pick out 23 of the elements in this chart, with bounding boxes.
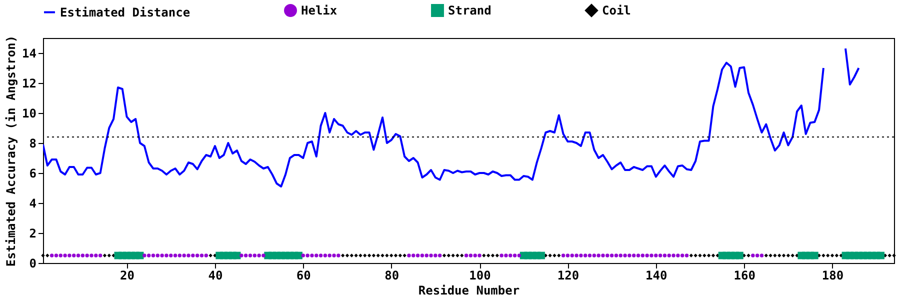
y-tick-label: 8 — [29, 136, 36, 150]
x-tick-label: 140 — [646, 268, 668, 282]
x-tick-label: 80 — [384, 268, 400, 282]
y-tick-label: 12 — [22, 76, 36, 90]
x-tick-label: 40 — [208, 268, 223, 282]
x-tick-label: 180 — [822, 268, 844, 282]
x-tick-label: 20 — [120, 268, 135, 282]
y-tick-label: 0 — [29, 256, 36, 270]
y-tick-label: 4 — [29, 196, 36, 210]
y-tick-label: 6 — [29, 166, 36, 180]
x-tick-label: 160 — [734, 268, 756, 282]
y-tick-label: 10 — [22, 106, 36, 120]
legend-label: Estimated Distance — [60, 5, 190, 20]
y-tick-label: 2 — [29, 226, 36, 240]
legend-label: Strand — [448, 4, 492, 18]
x-axis-title: Residue Number — [418, 284, 520, 298]
legend-label: Helix — [301, 4, 338, 18]
y-axis-title: Estimated Accuracy (in Angstron) — [4, 35, 18, 267]
legend-label: Coil — [602, 4, 631, 18]
y-tick-label: 14 — [22, 46, 36, 60]
x-tick-label: 100 — [469, 268, 491, 282]
x-tick-label: 60 — [296, 268, 311, 282]
x-tick-label: 120 — [557, 268, 580, 282]
